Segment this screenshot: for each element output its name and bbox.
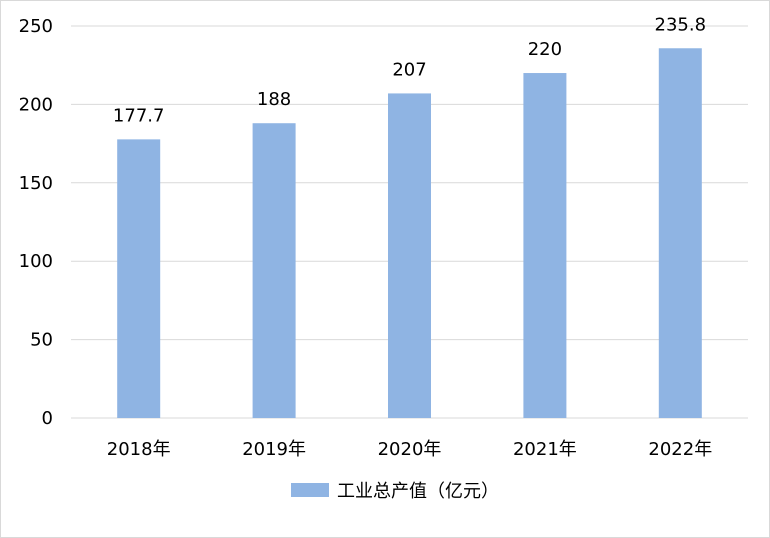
legend-swatch bbox=[291, 483, 329, 497]
y-tick-label: 100 bbox=[19, 251, 53, 272]
data-label: 235.8 bbox=[655, 14, 707, 35]
x-tick-label: 2018年 bbox=[107, 439, 171, 460]
x-axis-ticks: 2018年 2019年 2020年 2021年 2022年 bbox=[107, 439, 712, 460]
x-tick-label: 2020年 bbox=[378, 439, 442, 460]
bar bbox=[523, 73, 567, 418]
bar bbox=[252, 123, 296, 418]
bar bbox=[117, 139, 161, 418]
bars bbox=[117, 48, 702, 419]
legend: 工业总产值（亿元） bbox=[291, 481, 499, 502]
data-labels: 177.7 188 207 220 235.8 bbox=[113, 14, 706, 126]
y-axis-ticks: 0 50 100 150 200 250 bbox=[19, 16, 53, 429]
bar bbox=[388, 93, 431, 418]
legend-label: 工业总产值（亿元） bbox=[337, 481, 499, 502]
y-tick-label: 150 bbox=[19, 173, 53, 194]
bar bbox=[658, 48, 702, 419]
x-tick-label: 2021年 bbox=[513, 439, 577, 460]
data-label: 177.7 bbox=[113, 105, 165, 126]
y-tick-label: 0 bbox=[42, 408, 53, 429]
y-tick-label: 200 bbox=[19, 94, 53, 115]
data-label: 188 bbox=[257, 89, 291, 110]
y-tick-label: 250 bbox=[19, 16, 53, 37]
data-label: 207 bbox=[392, 59, 426, 80]
x-tick-label: 2019年 bbox=[242, 439, 306, 460]
data-label: 220 bbox=[528, 39, 562, 60]
y-tick-label: 50 bbox=[30, 330, 53, 351]
x-tick-label: 2022年 bbox=[648, 439, 712, 460]
